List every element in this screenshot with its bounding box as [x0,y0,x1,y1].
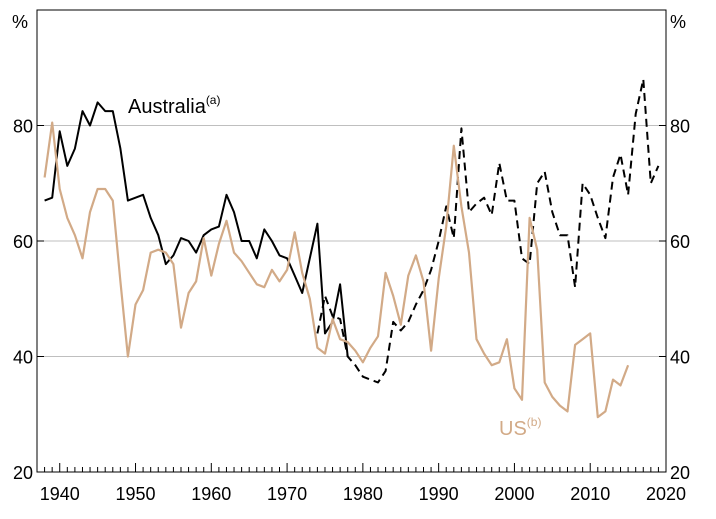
y-tick-label-left: 20 [13,463,33,483]
x-tick-label-1960: 1960 [191,484,231,504]
us-label-superscript: (b) [527,415,542,429]
australia-series-label: Australia(a) [128,93,220,118]
y-axis-unit-left: % [12,12,28,32]
series-line-us [43,121,630,419]
y-tick-label-left: 40 [13,348,33,368]
x-tick-label-2020: 2020 [646,484,686,504]
x-tick-label-2000: 2000 [494,484,534,504]
y-axis-unit-right: % [670,12,686,32]
series-lines [43,78,660,419]
x-tick-label-1990: 1990 [419,484,459,504]
y-tick-label-right: 60 [670,232,690,252]
x-tick-label-1940: 1940 [40,484,80,504]
grid-lines [37,125,666,357]
us-series-label: US(b) [499,415,541,440]
y-tick-label-right: 80 [670,117,690,137]
series-line-australia-solid [44,101,349,357]
y-tick-label-right: 40 [670,348,690,368]
y-tick-label-right: 20 [670,463,690,483]
x-tick-label-1970: 1970 [267,484,307,504]
series-line-australia-dashed [316,78,660,384]
y-tick-label-left: 80 [13,117,33,137]
australia-label-superscript: (a) [206,93,221,107]
x-tick-label-1950: 1950 [115,484,155,504]
australia-label-text: Australia [128,96,207,118]
x-tick-label-1980: 1980 [343,484,383,504]
x-tick-label-2010: 2010 [570,484,610,504]
y-tick-label-left: 60 [13,232,33,252]
axis-ticks [37,125,666,473]
us-label-text: US [499,418,527,440]
